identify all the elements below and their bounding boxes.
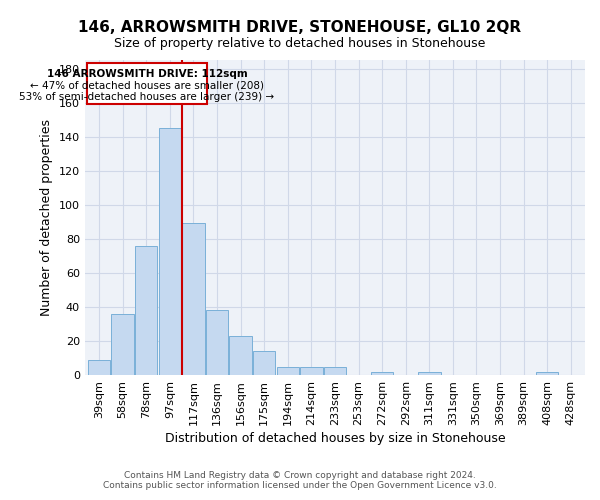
Bar	[536, 372, 559, 375]
Bar	[324, 366, 346, 375]
Y-axis label: Number of detached properties: Number of detached properties	[40, 119, 53, 316]
X-axis label: Distribution of detached houses by size in Stonehouse: Distribution of detached houses by size …	[164, 432, 505, 445]
FancyBboxPatch shape	[87, 64, 207, 104]
Bar	[158, 128, 181, 375]
Bar	[418, 372, 440, 375]
Text: Contains HM Land Registry data © Crown copyright and database right 2024.
Contai: Contains HM Land Registry data © Crown c…	[103, 470, 497, 490]
Bar	[112, 314, 134, 375]
Text: 146 ARROWSMITH DRIVE: 112sqm: 146 ARROWSMITH DRIVE: 112sqm	[47, 68, 247, 78]
Bar	[300, 366, 323, 375]
Bar	[277, 366, 299, 375]
Text: 53% of semi-detached houses are larger (239) →: 53% of semi-detached houses are larger (…	[19, 92, 274, 102]
Bar	[135, 246, 157, 375]
Text: ← 47% of detached houses are smaller (208): ← 47% of detached houses are smaller (20…	[30, 80, 264, 90]
Bar	[229, 336, 252, 375]
Text: 146, ARROWSMITH DRIVE, STONEHOUSE, GL10 2QR: 146, ARROWSMITH DRIVE, STONEHOUSE, GL10 …	[79, 20, 521, 35]
Bar	[371, 372, 394, 375]
Bar	[182, 224, 205, 375]
Text: Size of property relative to detached houses in Stonehouse: Size of property relative to detached ho…	[115, 38, 485, 51]
Bar	[206, 310, 228, 375]
Bar	[88, 360, 110, 375]
Bar	[253, 351, 275, 375]
